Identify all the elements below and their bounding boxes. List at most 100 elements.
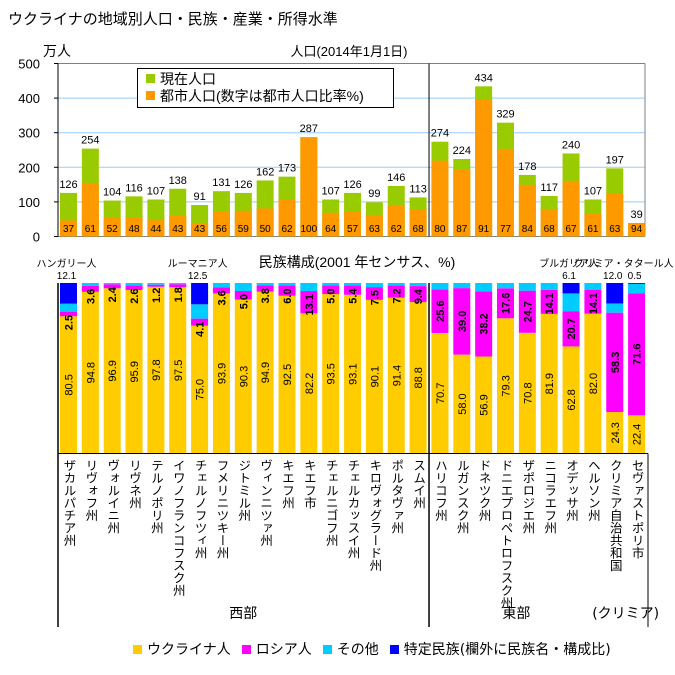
- bar-segment-other: [518, 283, 536, 291]
- bar-segment-other: [540, 283, 558, 290]
- bar-urban-population: [300, 137, 318, 237]
- data-label-total: 240: [562, 139, 580, 151]
- data-label-specific-ethnicity: 12.0: [603, 271, 623, 282]
- data-label-urban-ratio: 48: [128, 224, 140, 235]
- data-label-total: 107: [584, 185, 602, 197]
- data-label-urban-ratio: 62: [391, 224, 403, 235]
- bar-segment-other: [628, 283, 646, 294]
- data-label-ukrainian: 79.3: [501, 375, 513, 396]
- bar-urban-population: [212, 211, 230, 237]
- region-label: ドニエプロペトロフスク州: [498, 459, 514, 609]
- bar-segment-russian: [344, 285, 362, 295]
- data-label-specific-ethnicity: 0.5: [628, 271, 642, 282]
- bar-segment-russian: [147, 284, 165, 287]
- y-tick-label: 500: [18, 57, 40, 72]
- bar-urban-population: [387, 205, 405, 237]
- region-label: ザカルパチア州: [61, 459, 77, 547]
- bar-segment-ukrainian: [475, 356, 493, 454]
- bar-segment-ukrainian: [540, 313, 558, 454]
- data-label-russian: 5.0: [238, 294, 250, 309]
- ethnicity-legend: ウクライナ人 ロシア人 その他 特定民族(欄外に民族名・構成比): [133, 639, 622, 659]
- bar-urban-population: [234, 210, 252, 237]
- region-label: チェルニゴフ州: [323, 459, 339, 547]
- bar-segment-russian: [584, 289, 602, 314]
- bar-segment-ukrainian: [191, 325, 209, 454]
- bar-urban-population: [81, 182, 99, 237]
- data-label-russian: 5.4: [348, 288, 360, 304]
- bar-segment-ukrainian: [518, 332, 536, 454]
- bar-segment-russian: [212, 287, 230, 294]
- bar-segment-russian: [278, 285, 296, 296]
- data-label-russian: 9.4: [413, 288, 425, 304]
- bar-segment-specific: [191, 283, 209, 305]
- legend-box: [137, 68, 394, 108]
- data-label-urban-ratio: 68: [413, 224, 425, 235]
- bar-urban-population: [256, 208, 274, 237]
- bar-segment-ukrainian: [60, 316, 77, 454]
- legend-swatch-specific: [389, 644, 399, 654]
- bar-segment-other: [365, 283, 383, 288]
- data-label-russian: 3.6: [216, 290, 228, 305]
- data-label-total: 99: [368, 188, 380, 200]
- bar-segment-other: [562, 293, 580, 312]
- region-label: ジトミル州: [236, 459, 252, 522]
- ethnicity-chart-title: 民族構成(2001 年センサス、%): [259, 254, 456, 270]
- legend-item-specific: 特定民族(欄外に民族名・構成比): [389, 639, 611, 659]
- data-label-urban-ratio: 50: [260, 224, 272, 235]
- region-label: ヴォルイニ州: [105, 459, 121, 534]
- specific-ethnicity-name: ブルガリア人: [539, 257, 599, 270]
- data-label-russian: 2.5: [64, 315, 76, 330]
- bar-segment-other: [322, 283, 340, 286]
- region-label: リヴネ州: [127, 459, 143, 509]
- bar-urban-population: [475, 99, 493, 237]
- region-label: ニコラエフ州: [542, 459, 558, 534]
- legend-label-urban_population: 都市人口(数字は都市人口比率%): [160, 88, 364, 104]
- legend-label-russian: ロシア人: [255, 642, 312, 658]
- bar-segment-other: [278, 283, 296, 286]
- bar-urban-population: [518, 184, 536, 237]
- bar-urban-population: [628, 223, 646, 237]
- data-label-specific-ethnicity: 6.1: [562, 271, 576, 282]
- y-tick-label: 300: [18, 126, 40, 141]
- bar-segment-other: [234, 283, 252, 292]
- data-label-ukrainian: 80.5: [64, 374, 76, 395]
- data-label-urban-ratio: 91: [478, 224, 490, 235]
- bar-urban-population: [125, 217, 143, 237]
- region-label: ヴィンニツァ州: [258, 459, 274, 547]
- bar-segment-ukrainian: [234, 299, 252, 454]
- data-label-ukrainian: 90.3: [238, 366, 250, 387]
- data-label-russian: 7.2: [391, 288, 403, 303]
- region-label: キロヴォグラード州: [367, 459, 383, 572]
- bar-segment-russian: [365, 287, 383, 300]
- data-label-ukrainian: 81.9: [544, 373, 556, 394]
- legend-label-current_population: 現在人口: [160, 71, 216, 87]
- data-label-ukrainian: 91.4: [391, 365, 403, 386]
- data-label-ukrainian: 22.4: [632, 424, 644, 445]
- bar-segment-russian: [300, 291, 318, 314]
- bar-segment-russian: [125, 285, 143, 290]
- legend-item-ukrainian: ウクライナ人: [133, 639, 231, 659]
- region-label: リヴォフ州: [83, 459, 99, 522]
- bar-segment-other: [344, 283, 362, 286]
- bar-segment-other: [584, 283, 602, 290]
- data-label-urban-ratio: 43: [172, 224, 184, 235]
- bar-segment-ukrainian: [431, 332, 449, 454]
- bar-segment-ukrainian: [606, 412, 624, 454]
- data-label-total: 146: [387, 172, 405, 184]
- bar-segment-specific: [628, 283, 646, 284]
- specific-ethnicity-name: ルーマニア人: [168, 258, 228, 270]
- bar-segment-other: [191, 304, 209, 319]
- bar-urban-population: [365, 214, 383, 237]
- y-tick-label: 200: [18, 160, 40, 175]
- data-label-ukrainian: 93.9: [216, 363, 228, 384]
- data-label-ukrainian: 82.2: [304, 373, 316, 394]
- bar-segment-other: [606, 303, 624, 313]
- data-label-total: 117: [540, 182, 558, 194]
- data-label-russian: 25.6: [435, 300, 447, 321]
- data-label-ukrainian: 96.9: [107, 360, 119, 381]
- region-label: オデッサ州: [564, 459, 580, 522]
- bar-segment-russian: [387, 285, 405, 298]
- data-label-russian: 3.8: [260, 288, 272, 303]
- data-label-urban-ratio: 87: [456, 224, 468, 235]
